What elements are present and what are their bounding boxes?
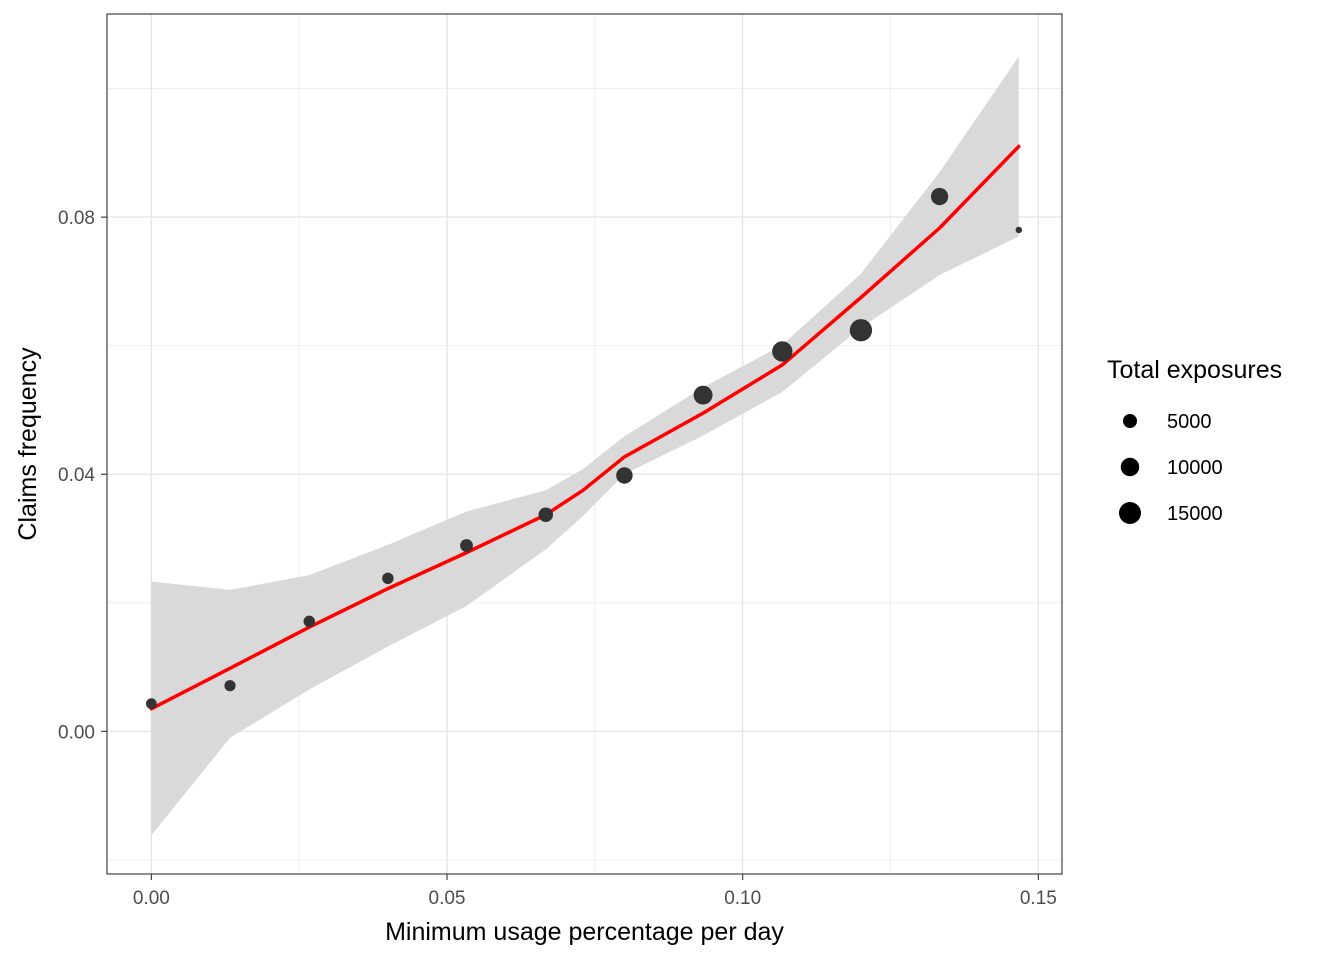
smooth-line	[149, 144, 1021, 711]
legend-entries: 5000 10000 15000	[1119, 411, 1223, 525]
confidence-band	[151, 56, 1019, 836]
y-tick-label: 0.00	[58, 722, 95, 743]
data-point	[538, 507, 554, 522]
legend: Total exposures 5000 10000 15000	[1107, 356, 1282, 525]
y-axis-title: Claims frequency	[14, 347, 42, 541]
points-layer	[145, 187, 1023, 710]
smooth-line-layer	[149, 144, 1021, 711]
legend-key	[1123, 414, 1137, 428]
data-point	[145, 698, 157, 710]
y-tick-label: 0.08	[58, 208, 95, 229]
x-axis-title: Minimum usage percentage per day	[385, 918, 784, 946]
x-tick-label: 0.10	[724, 888, 761, 909]
data-point	[849, 319, 873, 342]
data-point	[772, 341, 793, 362]
legend-label: 15000	[1167, 503, 1223, 525]
data-point	[1015, 226, 1023, 234]
panel-border	[106, 13, 1063, 875]
data-point	[382, 572, 394, 585]
data-point	[224, 680, 236, 692]
y-tick-label: 0.04	[58, 465, 95, 486]
x-tick-label: 0.15	[1020, 888, 1057, 909]
legend-key	[1119, 502, 1141, 524]
legend-title: Total exposures	[1107, 356, 1282, 384]
legend-key	[1120, 457, 1140, 477]
data-point	[693, 385, 713, 405]
y-axis: 0.00 0.04 0.08	[58, 208, 107, 743]
confidence-band-layer	[151, 56, 1019, 836]
legend-label: 10000	[1167, 457, 1223, 479]
data-point	[930, 187, 949, 206]
x-axis: 0.00 0.05 0.10 0.15	[133, 874, 1057, 909]
x-tick-label: 0.05	[429, 888, 466, 909]
data-point	[303, 615, 315, 628]
x-tick-label: 0.00	[133, 888, 170, 909]
data-point	[460, 539, 473, 552]
data-point	[616, 467, 633, 484]
legend-label: 5000	[1167, 411, 1212, 433]
